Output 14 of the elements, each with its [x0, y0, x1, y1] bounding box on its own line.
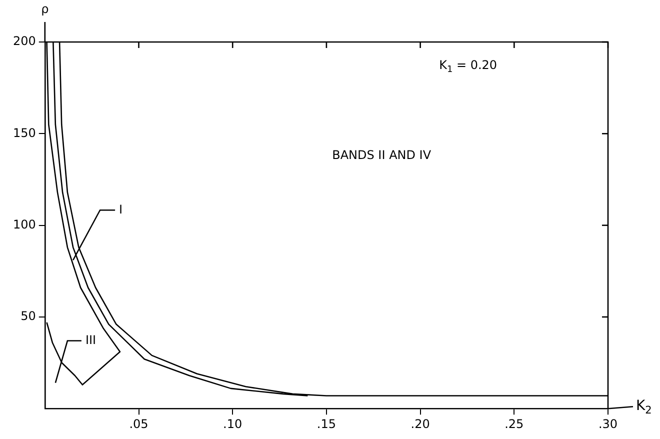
- x-tick-label: .20: [410, 416, 430, 431]
- y-axis-title: ρ: [41, 2, 49, 16]
- y-tick-label: 200: [13, 34, 36, 48]
- y-tick-label: 150: [13, 126, 36, 140]
- x-tick-label: .10: [223, 416, 242, 431]
- annotation: III: [85, 332, 96, 347]
- y-tick-label: 50: [20, 309, 36, 324]
- x-tick-label: .05: [129, 416, 148, 431]
- x-tick-label: .15: [316, 416, 336, 431]
- x-tick-label: .30: [598, 416, 618, 431]
- annotation: I: [119, 202, 123, 216]
- y-tick-label: 100: [13, 217, 36, 232]
- annotation: BANDS II AND IV: [332, 148, 432, 162]
- x-tick-label: .25: [504, 416, 524, 431]
